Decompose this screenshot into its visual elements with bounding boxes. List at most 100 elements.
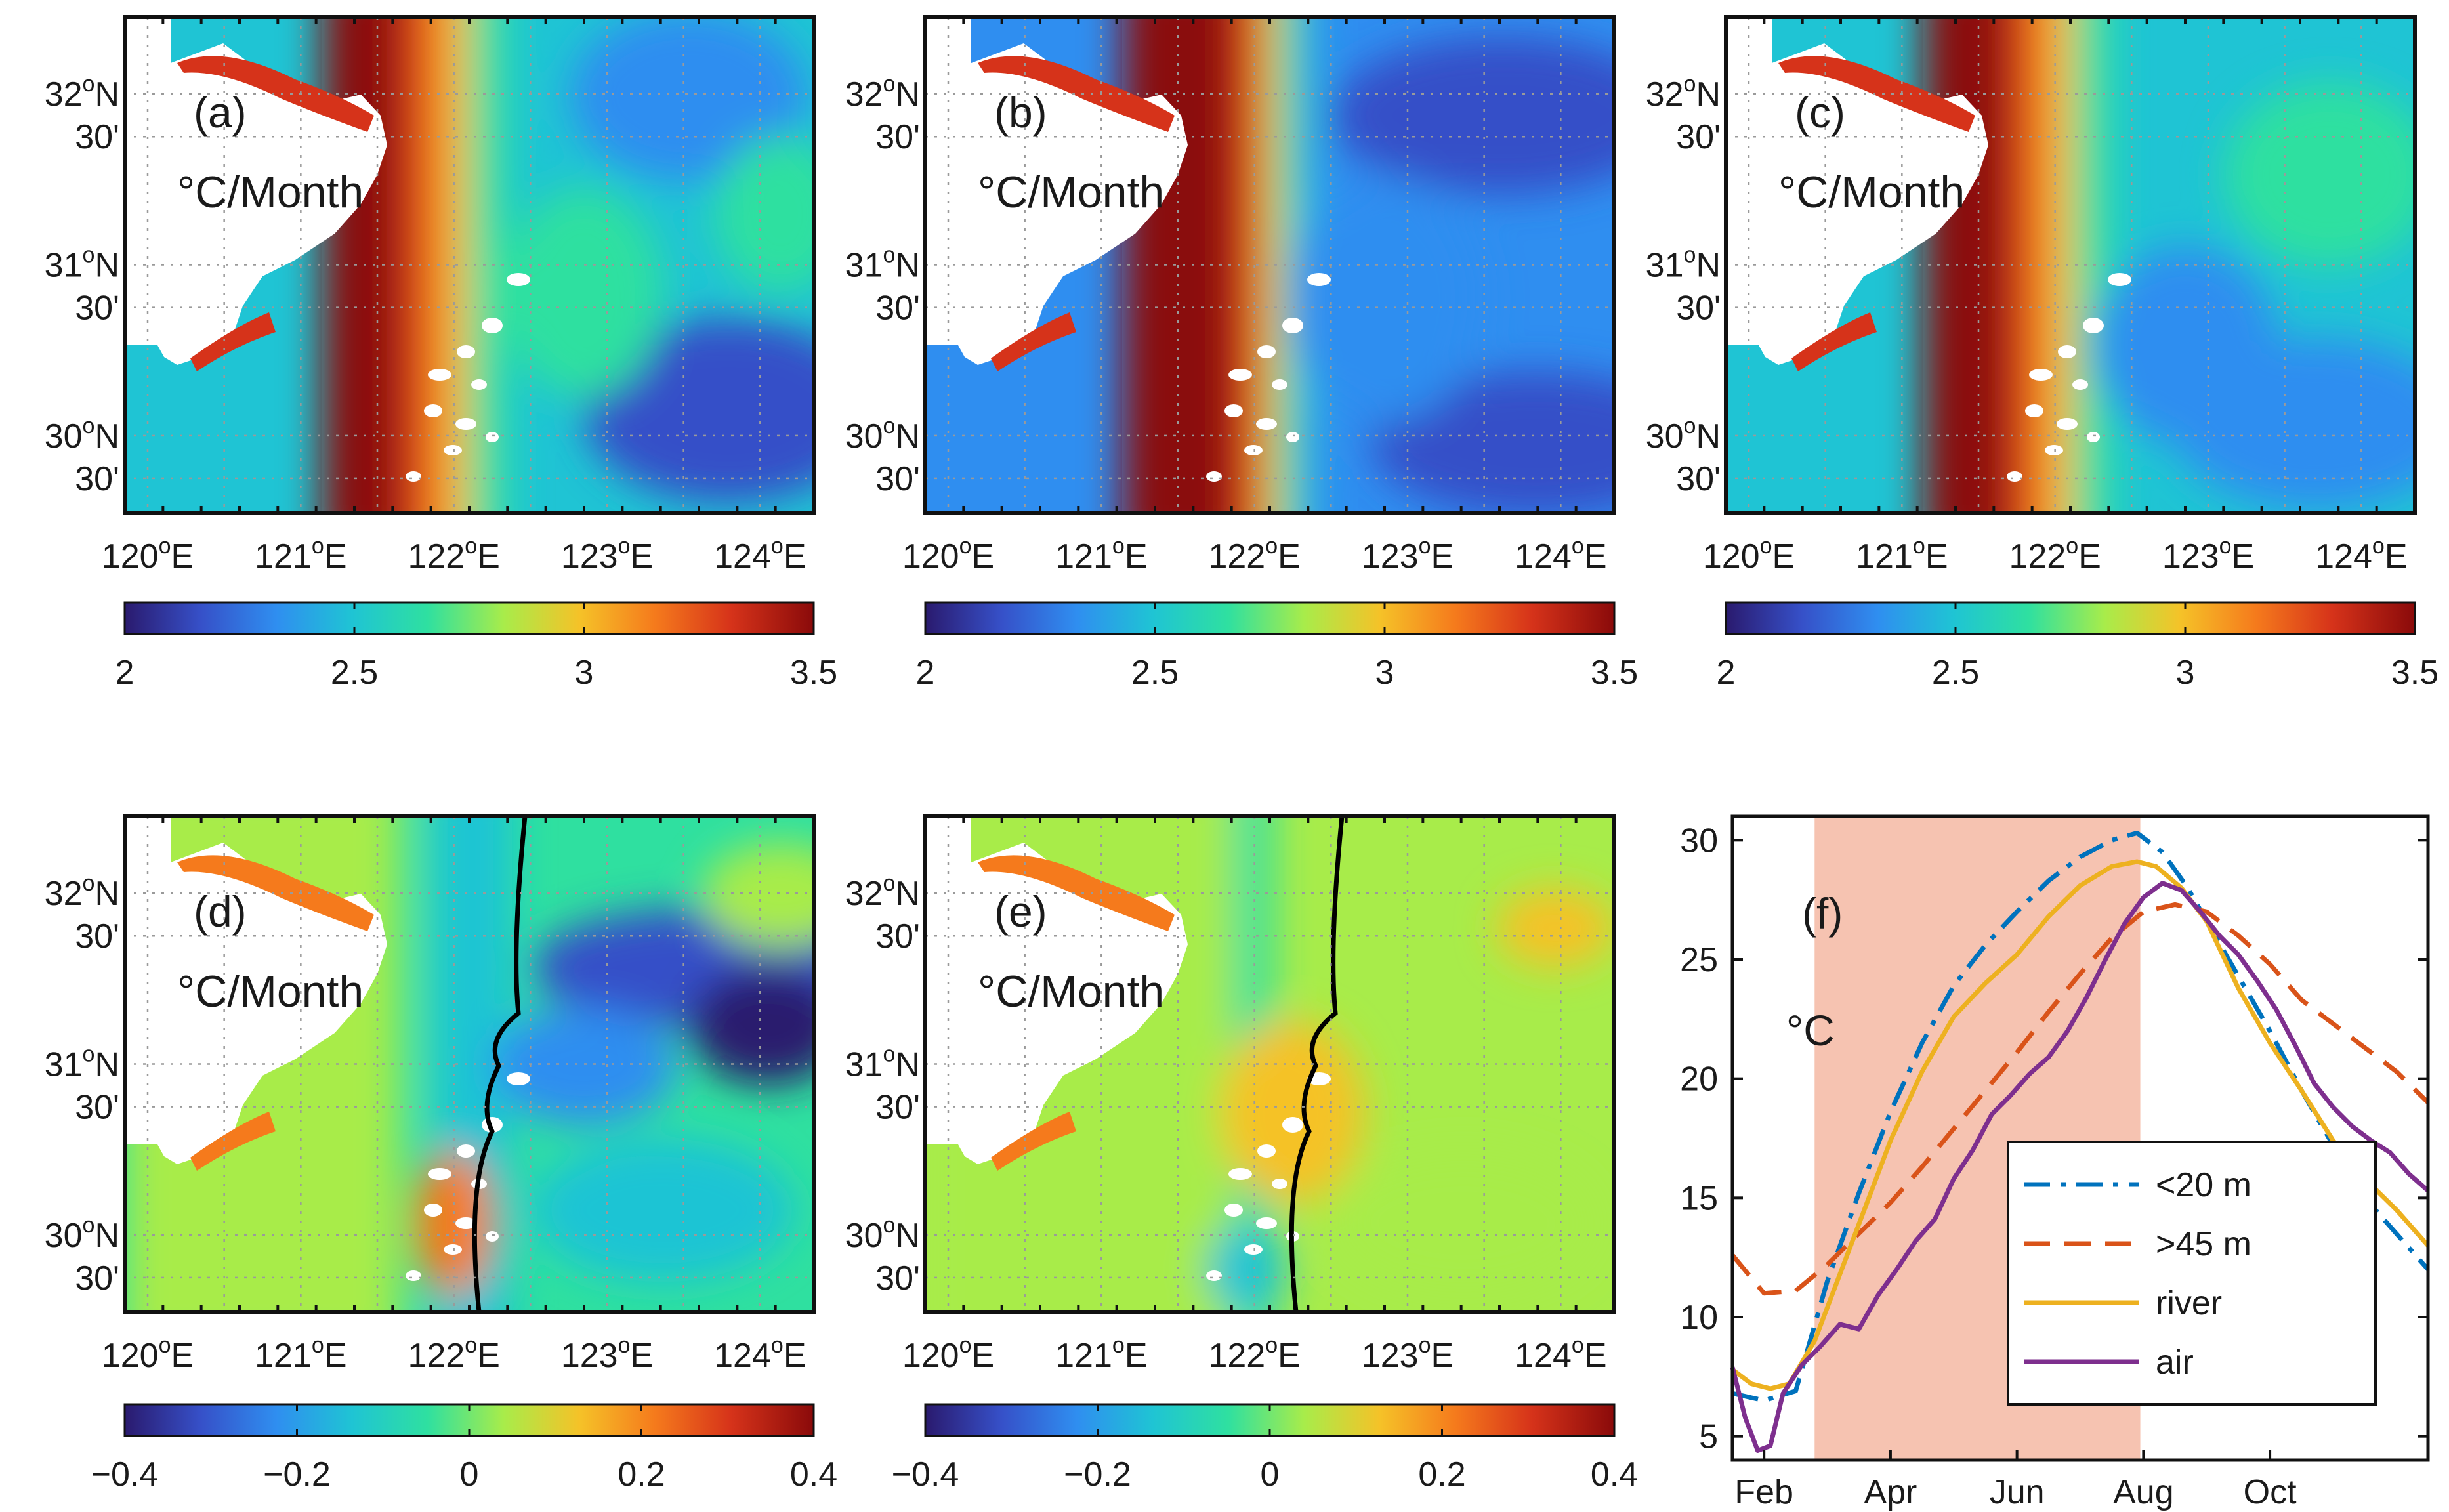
lat-hemi: N: [94, 1217, 119, 1255]
colorbar-tick-label: −0.2: [263, 1456, 331, 1494]
degree-mark: o: [1112, 534, 1125, 558]
island: [2087, 432, 2100, 442]
field-blob: [1207, 1223, 1286, 1312]
lon-tick-label: 120oE: [102, 1333, 194, 1375]
chart-unit-label: °C: [1786, 1006, 1835, 1055]
bay-arm: [190, 1112, 276, 1171]
island: [1228, 369, 1252, 381]
lat-hemi: N: [895, 247, 920, 285]
sand-bar: [299, 948, 374, 977]
island: [2025, 404, 2043, 417]
map-panel-c: 120oE 121oE 122oE 123oE 124oE 32oN 30' 31oN 30' 3…: [1646, 15, 2417, 576]
y-tick-label: 25: [1680, 941, 1718, 979]
lon-tick-label: 121oE: [255, 534, 346, 576]
river-channel: [1778, 56, 1975, 132]
island: [2057, 418, 2078, 430]
sand-bar: [1086, 921, 1162, 944]
line-chart-f: 5 10 15 20 25 30 Feb Apr Jun Aug Oct (f) °C <20 m >45 …: [1680, 814, 2430, 1511]
degree-mark: o: [2219, 534, 2232, 558]
legend-label: >45 m: [2156, 1225, 2251, 1263]
lon-suffix: E: [1125, 1337, 1148, 1375]
island: [1282, 318, 1303, 333]
y-tick-label: 20: [1680, 1060, 1718, 1099]
y-tick-label: 30: [1680, 822, 1718, 860]
lon-tick-label: 120oE: [902, 1333, 994, 1375]
field-band: [2028, 17, 2054, 513]
field-blob: [571, 17, 807, 181]
lat-hemi: N: [94, 1046, 119, 1084]
colorbar-tick-label: −0.2: [1064, 1456, 1131, 1494]
lat-tick-label: 30': [875, 118, 920, 156]
series-line-river: [1730, 859, 2430, 1391]
degree-mark: o: [1760, 534, 1772, 558]
y-tick-label: 10: [1680, 1299, 1718, 1337]
field-band: [469, 17, 509, 513]
river-estuary: [177, 56, 374, 371]
island: [457, 345, 475, 358]
field-band: [446, 17, 472, 513]
colorbar-tick-label: 3: [575, 654, 594, 692]
lon-suffix: E: [1584, 1337, 1607, 1375]
lat-hemi: N: [94, 875, 119, 913]
x-tick-label: Feb: [1734, 1473, 1793, 1511]
island: [482, 318, 503, 333]
panel-label: (e): [994, 887, 1047, 936]
degree-mark: o: [883, 1042, 896, 1067]
island: [455, 1217, 476, 1229]
island: [2108, 273, 2131, 286]
bay-arm: [991, 1112, 1076, 1171]
island: [2083, 318, 2104, 333]
lat-tick-label: 30oN: [845, 1213, 920, 1255]
island: [2029, 369, 2053, 381]
degree-mark: o: [1265, 1333, 1278, 1358]
field-blob: [1496, 889, 1614, 967]
lat-tick-label: 31oN: [845, 243, 920, 285]
colorbar-tick-label: 2: [916, 654, 935, 692]
field-layer: [925, 17, 1614, 513]
island: [1257, 1144, 1276, 1158]
degree-mark: o: [1419, 1333, 1431, 1358]
bay-arm: [190, 312, 276, 371]
colorbar-fill: [1726, 602, 2415, 634]
field-band: [2051, 17, 2077, 513]
island: [444, 1244, 462, 1255]
island: [1206, 1270, 1222, 1281]
lat-tick-label: 30': [75, 1089, 119, 1127]
river-channel: [978, 855, 1175, 931]
island: [424, 1204, 442, 1217]
field-layer: [125, 816, 814, 1312]
degree-mark: o: [771, 534, 784, 558]
colorbar-tick-label: 2: [1717, 654, 1736, 692]
lon-tick-label: 123oE: [561, 534, 653, 576]
island: [2045, 445, 2063, 455]
lon-tick-label: 120oE: [102, 534, 194, 576]
island: [428, 369, 451, 381]
map-panel-b: 120oE 121oE 122oE 123oE 124oE 32oN 30' 31oN 30' 3…: [845, 15, 1616, 576]
island: [471, 379, 487, 390]
series-line-air: [1730, 881, 2430, 1453]
lat-tick-label: 31oN: [45, 1042, 119, 1084]
lon-suffix: E: [972, 1337, 995, 1375]
lon-tick-label: 124oE: [714, 534, 806, 576]
river-estuary: [1778, 56, 1975, 371]
degree-mark: o: [83, 413, 95, 438]
lon-tick-label: 121oE: [1055, 534, 1147, 576]
lon-tick-label: 120oE: [902, 534, 994, 576]
colorbar-tick-label: 0.4: [1591, 1456, 1638, 1494]
degree-mark: o: [83, 243, 95, 268]
lat-tick-label: 30oN: [845, 413, 920, 455]
lat-hemi: N: [895, 875, 920, 913]
degree-mark: o: [1684, 243, 1696, 268]
sand-bar: [1900, 148, 1975, 178]
island: [1282, 1117, 1303, 1133]
degree-mark: o: [465, 1333, 477, 1358]
legend-label: river: [2156, 1284, 2222, 1322]
colorbar-a: 2 2.5 3 3.5: [115, 601, 837, 692]
island: [2058, 345, 2076, 358]
island: [1272, 379, 1287, 390]
degree-mark: o: [1112, 1333, 1125, 1358]
lat-tick-label: 30': [75, 917, 119, 956]
frame-ticks: [924, 816, 1616, 1312]
field-band: [423, 17, 450, 513]
degree-mark: o: [465, 534, 477, 558]
